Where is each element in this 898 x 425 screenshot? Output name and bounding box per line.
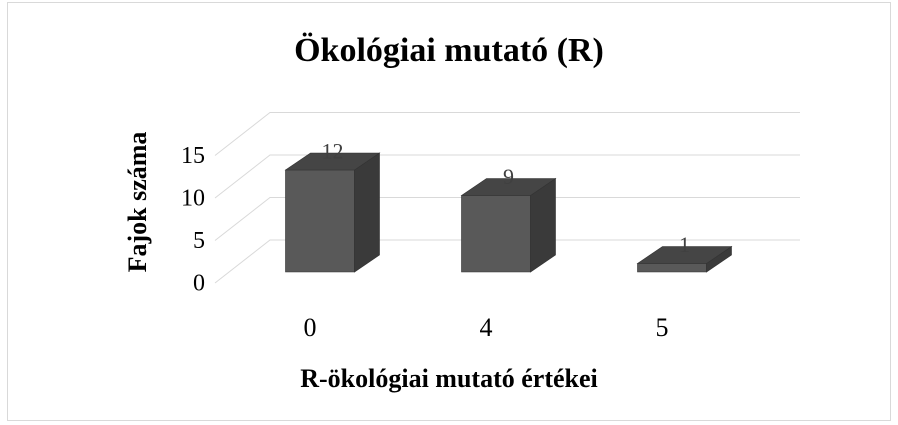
- chart-title: Ökológiai mutató (R): [294, 32, 604, 69]
- bar-top: [284, 152, 381, 171]
- grid-line: [214, 239, 800, 284]
- data-label: 9: [503, 164, 514, 189]
- data-label: 12: [322, 139, 344, 164]
- y-tick-label: 0: [193, 271, 205, 297]
- y-axis-title: Fajok száma: [123, 132, 152, 273]
- bar: [284, 152, 381, 273]
- bar-front: [637, 263, 707, 273]
- bar-front: [285, 169, 355, 273]
- chart-border: [7, 2, 891, 421]
- y-tick-label: 5: [193, 228, 205, 254]
- data-label: 1: [679, 232, 690, 257]
- grid-line: [214, 154, 800, 199]
- bar: [460, 177, 557, 273]
- bar: [636, 245, 733, 273]
- x-axis-title: R-ökológiai mutató értékei: [300, 364, 598, 393]
- y-tick-label: 10: [181, 186, 205, 212]
- bar-top: [460, 178, 557, 196]
- bar-front: [461, 195, 531, 273]
- bar-top: [636, 246, 733, 264]
- grid-line: [214, 197, 800, 241]
- x-tick-label: 0: [304, 313, 317, 342]
- x-tick-label: 5: [656, 313, 669, 342]
- y-tick-label: 15: [181, 143, 205, 169]
- grid-line: [214, 112, 800, 156]
- x-tick-label: 4: [480, 313, 493, 342]
- bar-side: [354, 152, 380, 273]
